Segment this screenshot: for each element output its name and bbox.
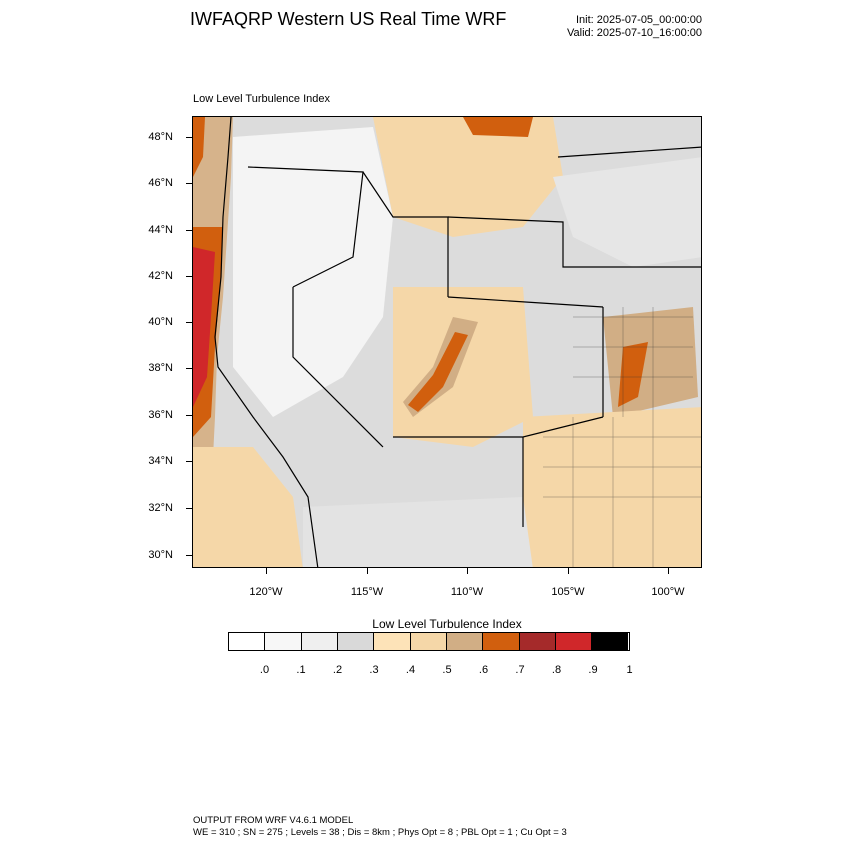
lat-tick (186, 415, 192, 416)
page-title: IWFAQRP Western US Real Time WRF (190, 9, 507, 29)
legend-label: .4 (405, 664, 416, 676)
legend-box (229, 633, 266, 650)
lon-label-120: 120°W (249, 586, 283, 598)
model-info: OUTPUT FROM WRF V4.6.1 MODEL (193, 815, 354, 826)
lat-tick (186, 137, 192, 138)
northern-plains-shading (373, 117, 563, 237)
legend-label: .6 (478, 664, 489, 676)
legend-label: .0 (259, 664, 270, 676)
lon-label-110: 110°W (450, 586, 484, 598)
great-basin-shading (233, 127, 393, 417)
legend-box (337, 633, 375, 650)
lon-tick (568, 568, 569, 574)
lat-tick (186, 276, 192, 277)
legend-label: .8 (551, 664, 562, 676)
county-borders (543, 307, 701, 567)
lat-tick (186, 368, 192, 369)
legend-label: .7 (515, 664, 525, 676)
legend-label: .5 (442, 664, 452, 676)
legend-title: Low Level Turbulence Index (372, 617, 522, 631)
legend-box (592, 633, 629, 650)
northern-plains-grey (553, 157, 701, 267)
rockies-peak-band (408, 332, 468, 412)
legend-box (555, 633, 593, 650)
lon-tick (266, 568, 267, 574)
coastline (214, 117, 319, 567)
lat-label-30: 30°N (148, 549, 173, 561)
lat-label-36: 36°N (148, 409, 173, 421)
lat-tick (186, 461, 192, 462)
model-params: WE = 310 ; SN = 275 ; Levels = 38 ; Dis … (193, 827, 567, 838)
lat-label-32: 32°N (148, 502, 173, 514)
lat-tick (186, 508, 192, 509)
ocean-peak-band (193, 247, 215, 407)
canada-peak (463, 117, 533, 137)
lat-tick (186, 183, 192, 184)
lon-label-115: 115°W (350, 586, 384, 598)
legend-label: .2 (332, 664, 343, 676)
lon-tick (668, 568, 669, 574)
legend-box (265, 633, 302, 650)
ocean-south-shading (193, 447, 303, 567)
lat-label-38: 38°N (148, 362, 173, 374)
lat-label-42: 42°N (148, 270, 173, 282)
legend-box (483, 633, 520, 650)
lon-tick (367, 568, 368, 574)
field-title: Low Level Turbulence Index (193, 93, 330, 105)
legend-box (410, 633, 447, 650)
map-panel (192, 116, 702, 568)
lat-label-44: 44°N (148, 224, 173, 236)
valid-time: Valid: 2025-07-10_16:00:00 (567, 27, 702, 39)
central-rockies-shading (393, 287, 533, 447)
legend-box (519, 633, 556, 650)
legend-box (446, 633, 484, 650)
init-time: Init: 2025-07-05_00:00:00 (576, 14, 702, 26)
lat-tick (186, 230, 192, 231)
turbulence-map (193, 117, 701, 567)
legend-label: 1 (626, 664, 633, 676)
lat-tick (186, 322, 192, 323)
mexico-shading (303, 497, 533, 567)
legend-label: .3 (369, 664, 379, 676)
color-legend (228, 632, 630, 651)
lat-label-34: 34°N (148, 455, 173, 467)
legend-box (374, 633, 411, 650)
lon-label-100: 100°W (651, 586, 685, 598)
kansas-peak (618, 342, 648, 407)
legend-box (301, 633, 338, 650)
state-borders (247, 146, 701, 527)
lat-label-40: 40°N (148, 316, 173, 328)
legend-label: .9 (588, 664, 598, 676)
legend-label: .1 (296, 664, 306, 676)
lat-tick (186, 555, 192, 556)
ocean-north-band (193, 117, 205, 177)
lon-tick (467, 568, 468, 574)
lat-label-48: 48°N (148, 131, 173, 143)
lat-label-46: 46°N (148, 177, 173, 189)
lon-label-105: 105°W (551, 586, 585, 598)
texas-shading (523, 407, 701, 567)
